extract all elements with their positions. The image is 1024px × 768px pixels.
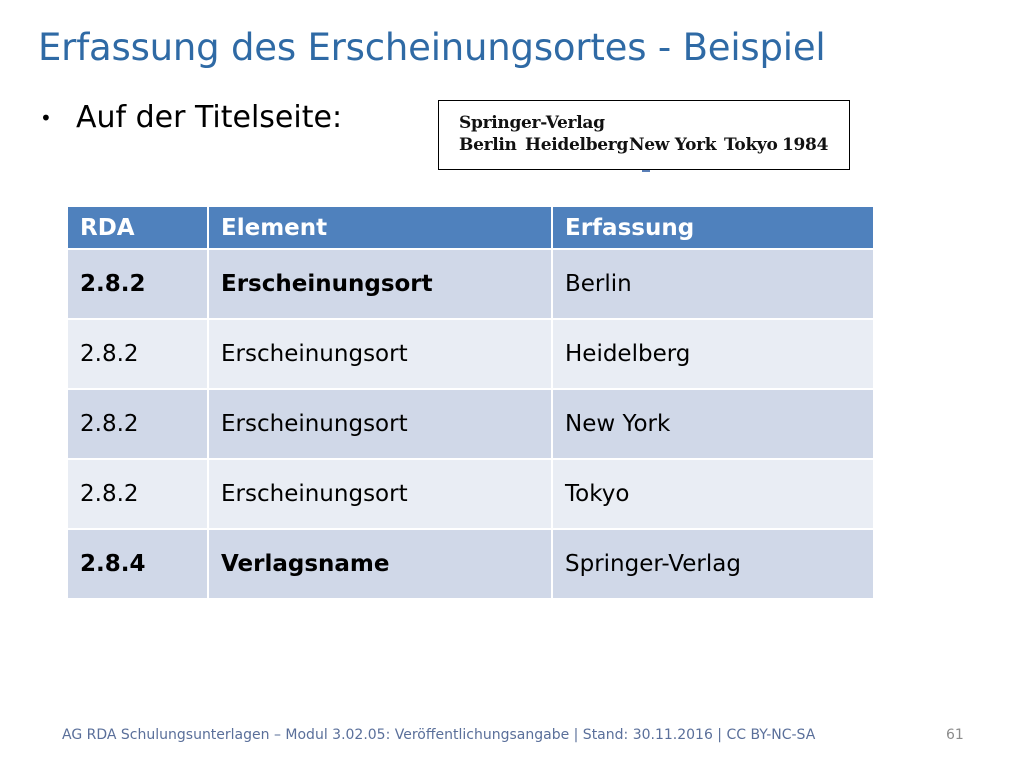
footer-text: AG RDA Schulungsunterlagen – Modul 3.02.…: [62, 727, 816, 743]
titlepage-place: Berlin: [459, 135, 517, 155]
titlepage-place: New York: [629, 135, 717, 155]
cell-erfassung: Berlin: [552, 249, 875, 320]
header-element: Element: [208, 207, 553, 250]
cell-erfassung: New York: [552, 389, 875, 460]
decorative-mark: [642, 170, 650, 172]
titlepage-place: Heidelberg: [525, 135, 629, 155]
cell-erfassung: Heidelberg: [552, 319, 875, 390]
cell-element: Erscheinungsort: [208, 459, 553, 530]
cell-erfassung: Tokyo: [552, 459, 875, 530]
table-row: 2.8.2 Erscheinungsort Tokyo: [68, 459, 875, 530]
titlepage-year: 1984: [782, 135, 829, 155]
table-row: 2.8.2 Erscheinungsort New York: [68, 389, 875, 460]
cell-element: Verlagsname: [208, 529, 553, 600]
titlepage-place: Tokyo: [724, 135, 778, 155]
bullet-item: • Auf der Titelseite:: [40, 100, 342, 135]
rda-table: RDA Element Erfassung 2.8.2 Erscheinungs…: [68, 207, 875, 600]
titlepage-places-line: Berlin Heidelberg New York Tokyo 1984: [459, 135, 828, 155]
bullet-dot-icon: •: [40, 105, 52, 130]
cell-rda: 2.8.2: [68, 459, 209, 530]
cell-erfassung: Springer-Verlag: [552, 529, 875, 600]
header-rda: RDA: [68, 207, 209, 250]
table-row: 2.8.2 Erscheinungsort Berlin: [68, 249, 875, 320]
cell-rda: 2.8.2: [68, 319, 209, 390]
cell-element: Erscheinungsort: [208, 389, 553, 460]
cell-rda: 2.8.2: [68, 389, 209, 460]
slide-title: Erfassung des Erscheinungsortes - Beispi…: [38, 26, 826, 69]
cell-rda: 2.8.2: [68, 249, 209, 320]
titlepage-excerpt: Springer-Verlag Berlin Heidelberg New Yo…: [438, 100, 850, 170]
table-row: 2.8.2 Erscheinungsort Heidelberg: [68, 319, 875, 390]
cell-rda: 2.8.4: [68, 529, 209, 600]
bullet-text: Auf der Titelseite:: [76, 100, 343, 135]
cell-element: Erscheinungsort: [208, 319, 553, 390]
header-erfassung: Erfassung: [552, 207, 875, 250]
titlepage-publisher: Springer-Verlag: [459, 113, 605, 133]
page-number: 61: [946, 727, 964, 743]
table-header-row: RDA Element Erfassung: [68, 207, 875, 250]
table-row: 2.8.4 Verlagsname Springer-Verlag: [68, 529, 875, 600]
cell-element: Erscheinungsort: [208, 249, 553, 320]
